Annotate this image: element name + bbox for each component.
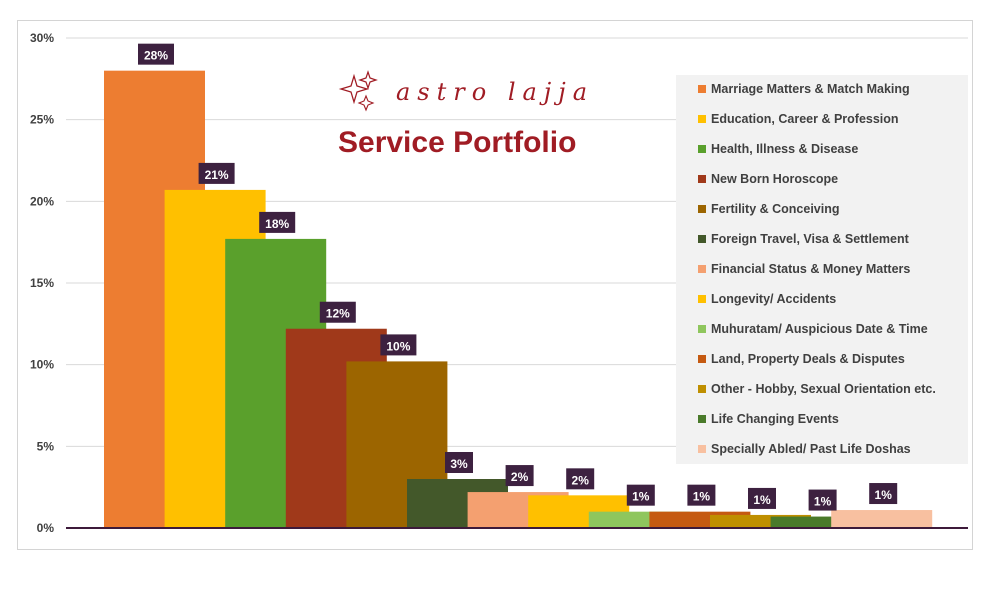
y-tick-label: 15% [30, 276, 54, 290]
legend-entry: Muhuratam/ Auspicious Date & Time [698, 322, 928, 336]
legend-entry: Specially Abled/ Past Life Doshas [698, 442, 911, 456]
legend-entry: Financial Status & Money Matters [698, 262, 910, 276]
data-label: 3% [445, 452, 473, 473]
chart-title: Service Portfolio [338, 126, 576, 159]
legend: Marriage Matters & Match Making Education… [676, 75, 968, 464]
legend-entry: Other - Hobby, Sexual Orientation etc. [698, 382, 936, 396]
data-label: 1% [687, 484, 716, 506]
legend-label: Muhuratam/ Auspicious Date & Time [711, 322, 928, 336]
legend-entry: Land, Property Deals & Disputes [698, 352, 905, 366]
y-tick-label: 10% [30, 358, 54, 372]
legend-entry: New Born Horoscope [698, 172, 838, 186]
data-label-text: 1% [693, 490, 711, 504]
legend-label: Financial Status & Money Matters [711, 262, 910, 276]
legend-swatch [698, 325, 706, 333]
legend-entry: Longevity/ Accidents [698, 292, 836, 306]
data-label-text: 18% [265, 217, 289, 231]
data-label: 1% [869, 483, 898, 505]
legend-entry: Health, Illness & Disease [698, 142, 858, 156]
legend-box [676, 75, 968, 464]
legend-swatch [698, 175, 706, 183]
bars [104, 70, 933, 529]
bar [770, 516, 872, 528]
legend-label: Foreign Travel, Visa & Settlement [711, 232, 910, 246]
data-label-text: 2% [572, 473, 590, 487]
legend-entry: Foreign Travel, Visa & Settlement [698, 232, 910, 246]
data-label: 10% [380, 334, 417, 356]
legend-entry: Life Changing Events [698, 412, 839, 426]
legend-swatch [698, 295, 706, 303]
y-tick-label: 30% [30, 31, 54, 45]
data-label: 1% [626, 484, 655, 506]
legend-label: New Born Horoscope [711, 172, 838, 186]
legend-label: Land, Property Deals & Disputes [711, 352, 905, 366]
legend-label: Marriage Matters & Match Making [711, 82, 910, 96]
legend-label: Life Changing Events [711, 412, 839, 426]
y-tick-label: 20% [30, 194, 54, 208]
legend-entry: Education, Career & Profession [698, 112, 899, 126]
data-label-text: 28% [144, 49, 168, 63]
legend-swatch [698, 415, 706, 423]
data-label: 18% [259, 211, 296, 233]
data-label-text: 21% [205, 168, 229, 182]
legend-swatch [698, 385, 706, 393]
y-tick-label: 0% [37, 521, 55, 535]
legend-entry: Marriage Matters & Match Making [698, 82, 910, 96]
y-axis-ticks: 0% 5% 10% 15% 20% 25% 30% [30, 31, 54, 535]
data-label-text: 12% [326, 307, 350, 321]
legend-swatch [698, 85, 706, 93]
legend-label: Fertility & Conceiving [711, 202, 840, 216]
data-labels: 28% 21% 18% 12% 10% 3% 2% 2% 1% 1% 1% 1% 1% [138, 43, 898, 511]
legend-entry: Fertility & Conceiving [698, 202, 840, 216]
brand-name: astro lajja [396, 78, 594, 106]
legend-label: Other - Hobby, Sexual Orientation etc. [711, 382, 936, 396]
legend-label: Health, Illness & Disease [711, 142, 858, 156]
data-label-text: 1% [632, 490, 650, 504]
data-label: 21% [198, 162, 235, 184]
legend-swatch [698, 145, 706, 153]
brand-block: astro lajja Service Portfolio [338, 70, 594, 159]
sparkle-icon [338, 70, 378, 112]
data-label: 1% [748, 487, 776, 509]
data-label: 12% [319, 301, 356, 323]
legend-label: Specially Abled/ Past Life Doshas [711, 442, 911, 456]
legend-label: Longevity/ Accidents [711, 292, 836, 306]
data-label: 1% [808, 489, 837, 511]
legend-label: Education, Career & Profession [711, 112, 899, 126]
legend-swatch [698, 115, 706, 123]
data-label-text: 1% [875, 488, 893, 502]
legend-swatch [698, 235, 706, 243]
legend-swatch [698, 355, 706, 363]
data-label: 2% [505, 465, 534, 487]
legend-swatch [698, 265, 706, 273]
legend-swatch [698, 445, 706, 453]
data-label-text: 2% [511, 470, 529, 484]
data-label-text: 1% [753, 493, 771, 507]
data-label-text: 3% [450, 457, 468, 471]
bar [831, 510, 933, 528]
data-label-text: 1% [814, 495, 832, 509]
data-label: 28% [138, 43, 174, 65]
data-label: 2% [566, 468, 595, 490]
y-tick-label: 5% [37, 439, 55, 453]
y-tick-label: 25% [30, 113, 54, 127]
legend-swatch [698, 205, 706, 213]
data-label-text: 10% [386, 339, 410, 353]
